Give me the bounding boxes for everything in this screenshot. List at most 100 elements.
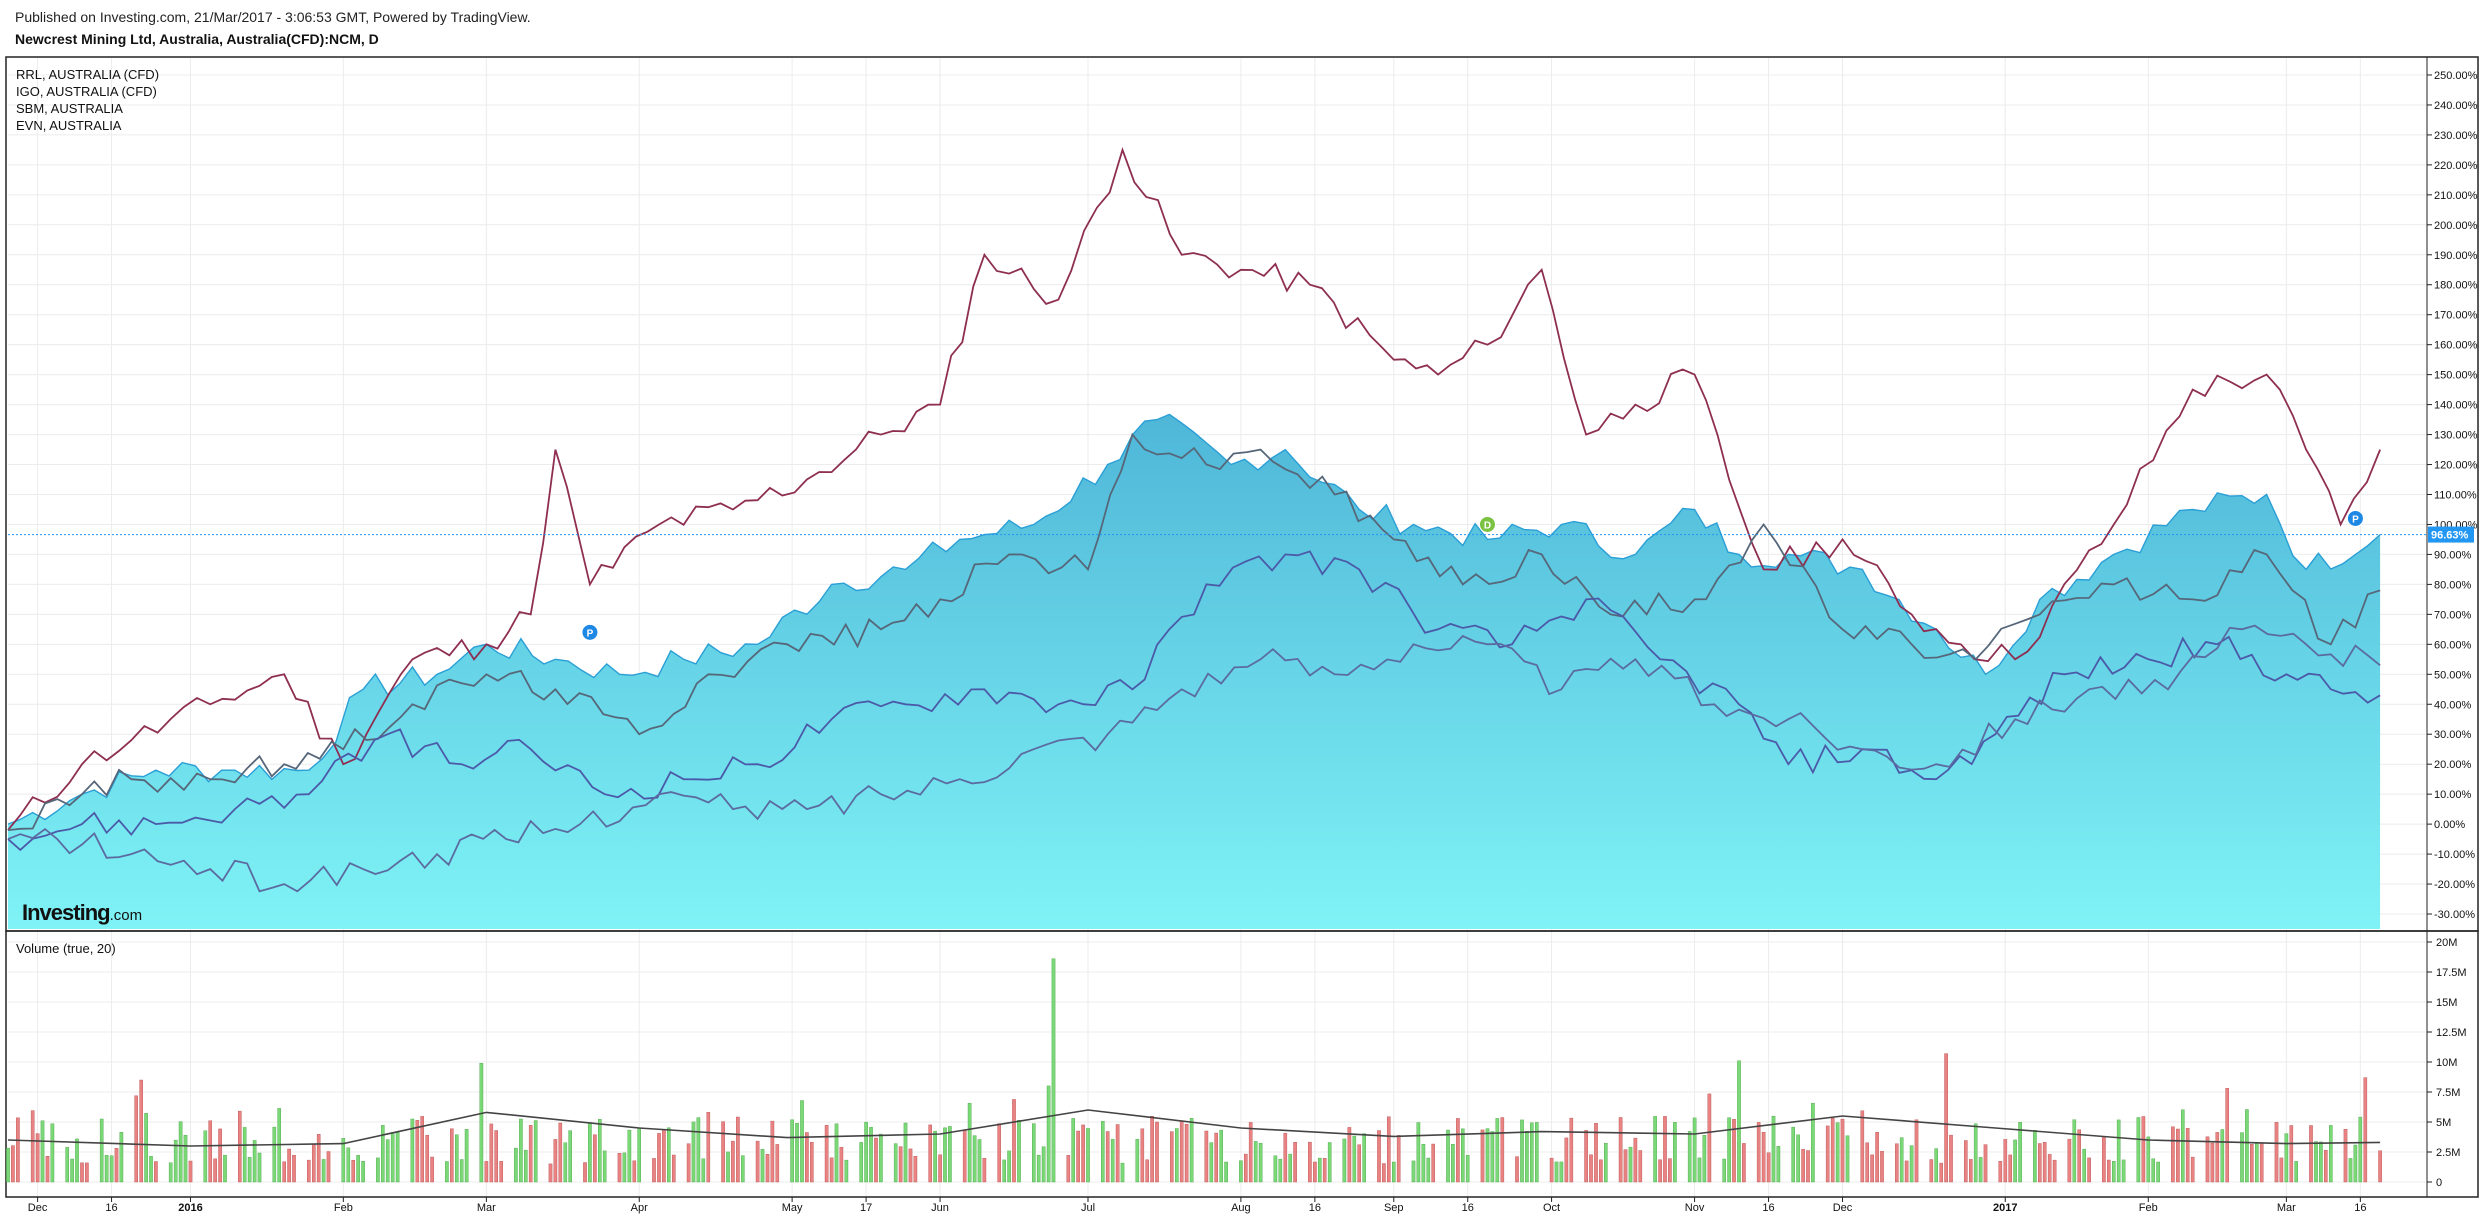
time-tick-label: Apr xyxy=(631,1202,648,1214)
volume-bar-down xyxy=(839,1146,844,1183)
volume-bar-up xyxy=(1219,1129,1223,1183)
volume-bar-up xyxy=(726,1151,730,1183)
rrl-line[interactable] xyxy=(7,147,2381,831)
price-tick-label: 70.00% xyxy=(2434,609,2472,621)
price-tick-label: 0.00% xyxy=(2434,819,2465,831)
volume-bar-down xyxy=(632,1160,637,1183)
volume-bar-down xyxy=(2210,1142,2215,1183)
volume-bar-down xyxy=(1357,1144,1361,1183)
volume-bar-up xyxy=(879,1133,883,1183)
volume-bar-down xyxy=(2052,1159,2057,1183)
legend-item-sbm[interactable]: SBM, AUSTRALIA xyxy=(16,101,123,116)
volume-bar-up xyxy=(1702,1135,1707,1183)
volume-bar-up xyxy=(168,1162,173,1183)
volume-bar-down xyxy=(1589,1154,1593,1183)
volume-bar-up xyxy=(1135,1138,1140,1183)
volume-bar-down xyxy=(1150,1115,1154,1183)
volume-bar-up xyxy=(1692,1117,1697,1183)
ncm-line xyxy=(7,413,2381,825)
volume-bar-down xyxy=(2343,1128,2348,1183)
volume-bar-up xyxy=(1362,1133,1366,1183)
volume-bar-down xyxy=(2225,1088,2230,1183)
price-tick-label: 120.00% xyxy=(2434,460,2478,472)
volume-bar-up xyxy=(2111,1160,2116,1183)
logo-suffix: .com xyxy=(109,907,143,924)
volume-bar-down xyxy=(499,1161,504,1183)
volume-panel-title[interactable]: Volume (true, 20) xyxy=(16,941,116,956)
volume-bar-down xyxy=(1184,1123,1189,1183)
volume-bar-down xyxy=(810,1141,814,1183)
volume-bar-up xyxy=(144,1113,148,1183)
volume-bar-up xyxy=(790,1119,794,1183)
volume-bar-up xyxy=(2072,1119,2077,1183)
volume-bar-down xyxy=(420,1116,425,1183)
volume-bar-down xyxy=(1293,1142,1297,1183)
volume-bar-down xyxy=(1904,1160,1909,1183)
volume-bar-down xyxy=(908,1148,913,1183)
volume-bar-down xyxy=(351,1159,356,1183)
volume-bar-up xyxy=(1465,1155,1470,1183)
igo-line[interactable] xyxy=(7,432,2381,831)
volume-bar-down xyxy=(316,1133,321,1183)
time-tick-label: Feb xyxy=(2139,1202,2158,1214)
volume-bar-down xyxy=(1732,1118,1736,1183)
volume-bar-up xyxy=(1835,1122,1840,1183)
volume-tick-label: 0 xyxy=(2436,1177,2442,1189)
price-grid xyxy=(8,58,2426,930)
marker-dividend[interactable] xyxy=(1478,515,1496,533)
volume-bar-up xyxy=(1978,1157,1983,1183)
time-tick-label: 16 xyxy=(1309,1202,1321,1214)
volume-bar-up xyxy=(568,1130,572,1183)
volume-bar-down xyxy=(1396,1135,1401,1183)
volume-bar-down xyxy=(1105,1131,1110,1183)
volume-bar-up xyxy=(1421,1143,1426,1183)
price-tick-label: 180.00% xyxy=(2434,280,2478,292)
volume-bar-up xyxy=(1288,1153,1292,1183)
volume-bar-down xyxy=(1115,1124,1120,1183)
marker-p-second[interactable] xyxy=(2346,509,2364,527)
volume-bar-up xyxy=(223,1154,227,1183)
marker-p-first[interactable] xyxy=(581,623,599,641)
evn-line[interactable] xyxy=(7,624,2381,893)
volume-bar-up xyxy=(1258,1142,1263,1183)
volume-bar-down xyxy=(154,1161,158,1183)
volume-bar-down xyxy=(213,1158,217,1183)
legend-item-rrl[interactable]: RRL, AUSTRALIA (CFD) xyxy=(16,67,160,82)
ncm-area xyxy=(8,414,2381,929)
volume-bar-up xyxy=(183,1134,188,1183)
sbm-line[interactable] xyxy=(7,550,2381,852)
volume-bar-down xyxy=(1963,1140,1968,1183)
volume-bar-down xyxy=(1870,1154,1874,1183)
price-tick-label: 190.00% xyxy=(2434,250,2478,262)
volume-bar-down xyxy=(1618,1117,1623,1183)
volume-bar-up xyxy=(1100,1120,1105,1183)
volume-bar-up xyxy=(479,1062,484,1183)
volume-bar-up xyxy=(741,1155,745,1183)
price-tick-label: 220.00% xyxy=(2434,160,2478,172)
volume-bar-down xyxy=(2279,1157,2284,1183)
volume-bar-down xyxy=(2077,1129,2082,1183)
volume-bar-down xyxy=(1944,1053,1948,1183)
current-value-label: 96.63% xyxy=(2431,530,2469,542)
volume-bar-up xyxy=(1460,1128,1465,1183)
volume-bar-down xyxy=(1860,1110,1865,1183)
volume-bar-down xyxy=(775,1144,780,1183)
published-caption: Published on Investing.com, 21/Mar/2017 … xyxy=(15,9,531,25)
price-tick-label: 20.00% xyxy=(2434,759,2472,771)
volume-bar-up xyxy=(1120,1162,1125,1183)
legend-item-igo[interactable]: IGO, AUSTRALIA (CFD) xyxy=(16,84,157,99)
time-tick-label: Aug xyxy=(1231,1202,1251,1214)
volume-bar-down xyxy=(824,1125,829,1183)
volume-bar-down xyxy=(1145,1159,1149,1183)
volume-bar-down xyxy=(307,1159,311,1183)
volume-bar-up xyxy=(1973,1123,1978,1183)
volume-bar-up xyxy=(2082,1148,2087,1183)
volume-bar-down xyxy=(1756,1122,1761,1183)
legend-item-evn[interactable]: EVN, AUSTRALIA xyxy=(16,118,122,133)
volume-moving-average xyxy=(7,1109,2381,1147)
volume-bar-up xyxy=(760,1149,765,1183)
volume-bar-up xyxy=(445,1161,449,1183)
volume-bar-up xyxy=(1737,1060,1741,1183)
volume-bar-up xyxy=(410,1118,415,1183)
